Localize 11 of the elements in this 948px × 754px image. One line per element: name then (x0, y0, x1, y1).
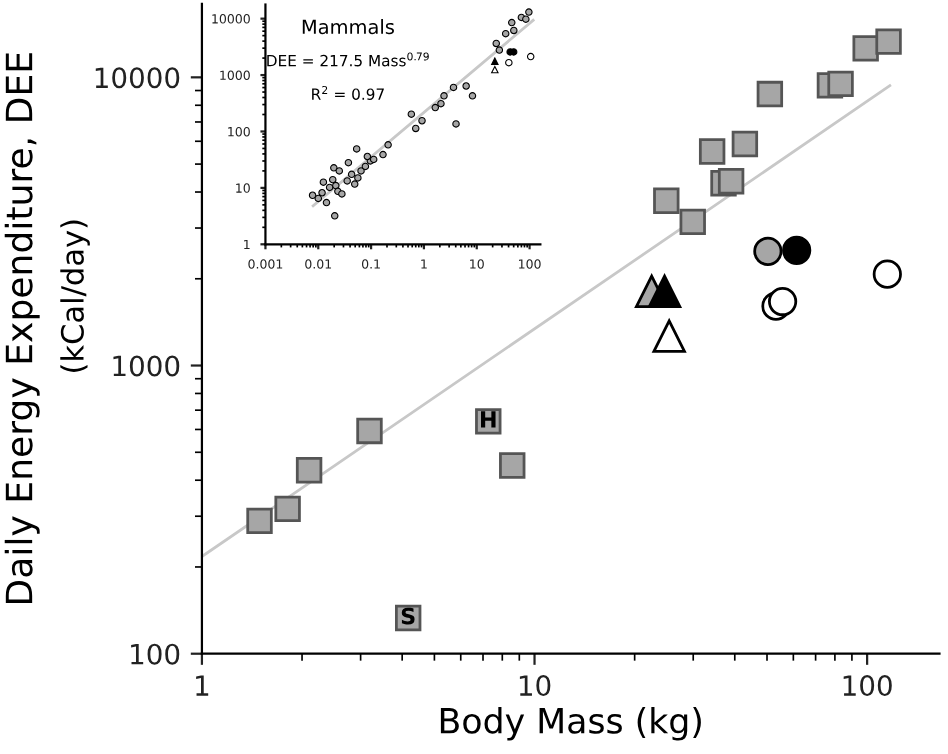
y-tick-label: 10000 (95, 67, 180, 89)
x-tick-label: 100 (843, 675, 892, 697)
x-tick-label: 1 (196, 675, 209, 696)
annotation: Mammals (302, 19, 394, 35)
y-tick-label: 100 (131, 643, 180, 665)
x-axis-title: Body Mass (kg) (440, 706, 701, 741)
annotation: H (481, 411, 496, 428)
y-tick-label: 1000 (113, 355, 180, 377)
x-tick-label: 10 (519, 675, 551, 697)
y-axis-title: Daily Energy Expenditure, DEE (kCal/day) (4, 53, 90, 604)
annotation: S (401, 607, 415, 625)
